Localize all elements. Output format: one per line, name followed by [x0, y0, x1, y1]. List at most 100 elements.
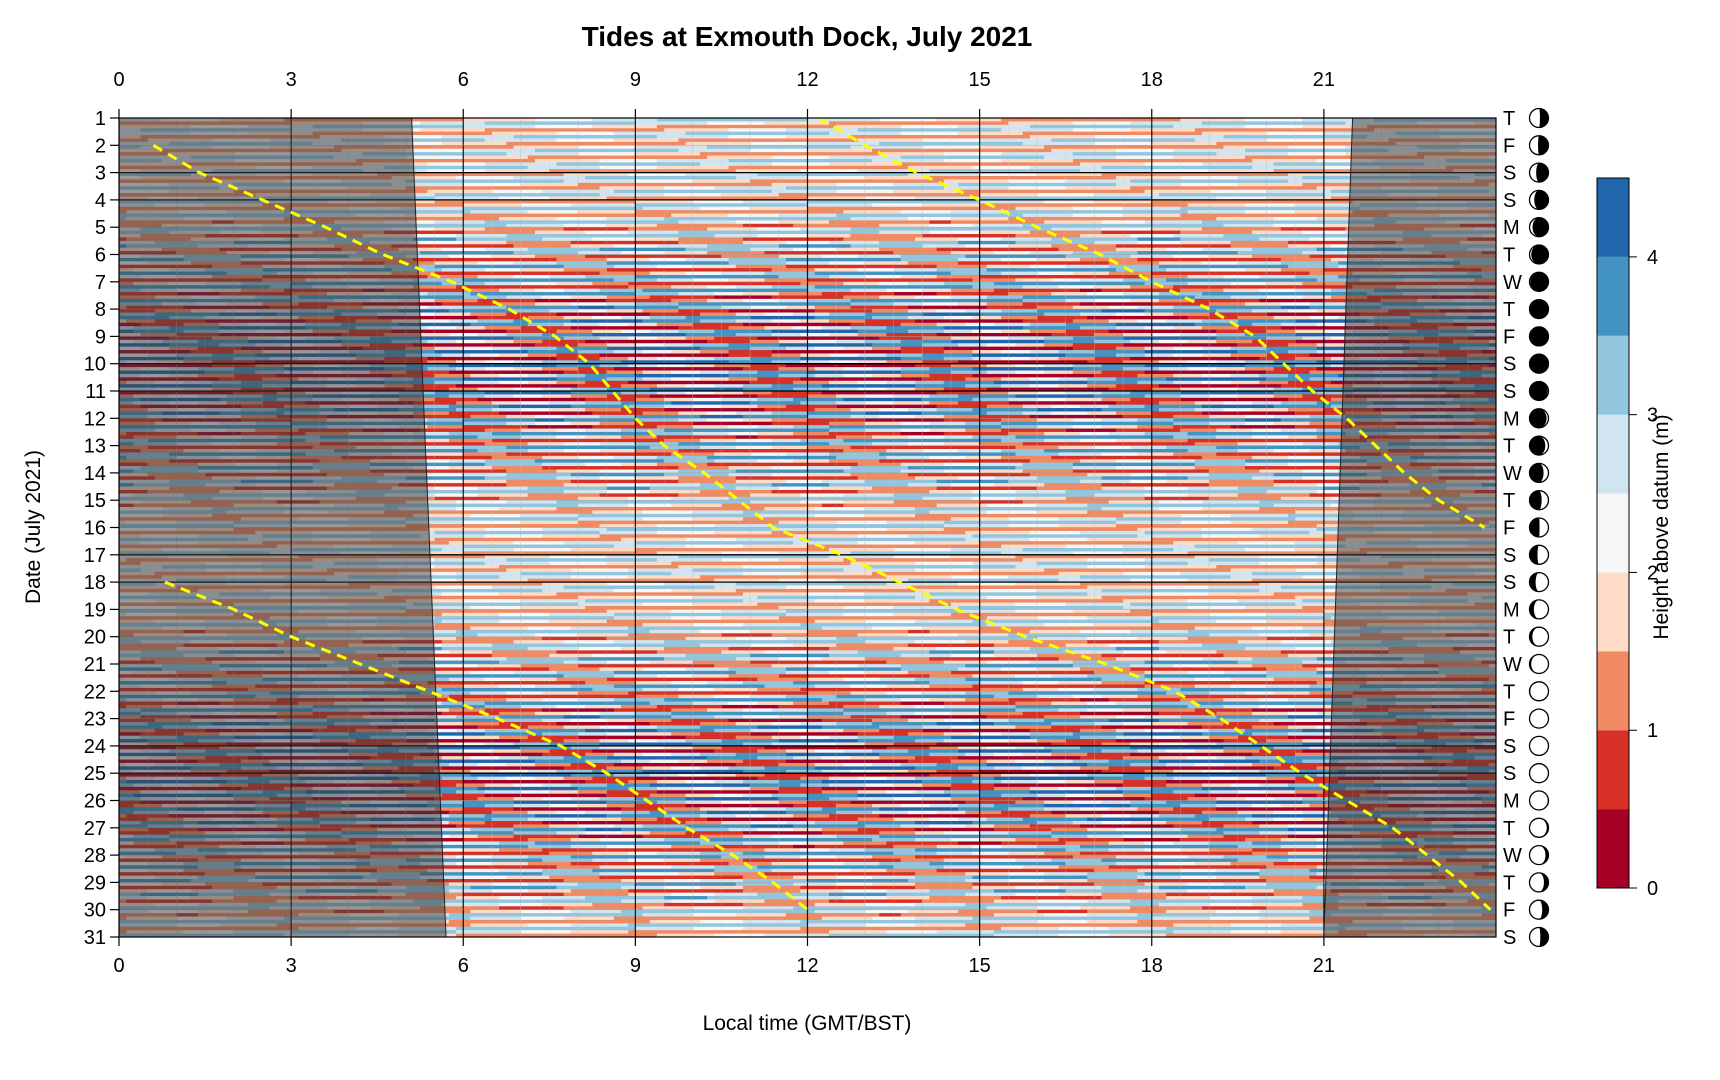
heat-cell — [864, 319, 916, 324]
heat-cell — [1216, 565, 1404, 570]
heat-cell — [1158, 401, 1196, 406]
heat-cell — [699, 766, 730, 771]
heat-cell — [484, 462, 543, 467]
heat-cell — [1022, 547, 1174, 552]
heat-cell — [1008, 691, 1167, 696]
heat-cell — [520, 704, 558, 709]
heat-cell — [642, 510, 694, 515]
heat-cell — [1094, 141, 1153, 146]
heat-cell — [434, 486, 479, 491]
heat-cell — [621, 462, 658, 467]
heat-cell — [642, 766, 672, 771]
heat-cell — [800, 500, 844, 505]
heat-cell — [922, 360, 959, 365]
heat-cell — [814, 373, 844, 378]
heat-cell — [1201, 131, 1268, 136]
heat-cell — [807, 118, 880, 123]
heat-cell — [1230, 373, 1260, 378]
heat-cell — [563, 179, 636, 184]
heat-cell — [915, 776, 952, 781]
heat-cell — [1144, 281, 1189, 286]
heat-cell — [1008, 121, 1074, 126]
heat-cell — [864, 261, 909, 266]
heat-cell — [463, 421, 507, 426]
heat-cell — [699, 722, 737, 727]
heat-cell — [420, 428, 486, 433]
heat-cell — [771, 332, 801, 337]
heat-cell — [1230, 353, 1268, 358]
heat-cell — [1302, 387, 1354, 392]
heat-cell — [1008, 640, 1088, 645]
heat-cell — [943, 469, 981, 474]
heat-cell — [922, 411, 988, 416]
heat-cell — [1029, 472, 1088, 477]
heat-cell — [491, 401, 522, 406]
heat-cell — [1201, 292, 1368, 297]
heat-cell — [1108, 431, 1146, 436]
heat-cell — [656, 363, 687, 368]
heat-cell — [463, 551, 658, 556]
heat-cell — [1044, 199, 1095, 204]
heat-cell — [628, 780, 658, 785]
heat-cell — [750, 247, 794, 252]
heat-cell — [477, 664, 522, 669]
heat-cell — [1173, 326, 1203, 331]
heat-cell — [1187, 599, 1239, 604]
heat-cell — [764, 650, 809, 655]
heat-cell — [728, 496, 923, 501]
heat-cell — [958, 476, 995, 481]
heat-cell — [649, 660, 694, 665]
heat-cell — [1288, 309, 1318, 314]
heat-cell — [606, 677, 758, 682]
heat-cell — [1230, 513, 1289, 518]
heat-cell — [879, 152, 945, 157]
heat-cell — [527, 756, 565, 761]
heat-cell — [778, 274, 830, 279]
heat-cell — [599, 524, 658, 529]
heat-cell — [1187, 315, 1239, 320]
heat-cell — [728, 257, 787, 262]
heat-cell — [1288, 698, 1325, 703]
heat-cell — [405, 213, 464, 218]
heat-cell — [549, 309, 579, 314]
heat-cell — [592, 653, 636, 658]
heat-cell — [1151, 466, 1196, 471]
heat-cell — [814, 820, 859, 825]
heat-cell — [463, 657, 507, 662]
heat-cell — [527, 373, 558, 378]
heat-cell — [1209, 312, 1268, 317]
heat-cell — [1158, 384, 1282, 389]
heat-cell — [778, 797, 830, 802]
heat-cell — [900, 653, 952, 658]
heat-cell — [807, 148, 873, 153]
heat-cell — [491, 817, 529, 822]
heat-cell — [570, 391, 622, 396]
heat-cell — [979, 541, 1174, 546]
heat-cell — [1187, 438, 1368, 443]
heat-cell — [1022, 442, 1196, 447]
heat-cell — [1244, 268, 1282, 273]
heat-cell — [1273, 162, 1425, 167]
heat-cell — [427, 292, 472, 297]
heat-cell — [656, 264, 694, 269]
heat-cell — [1266, 189, 1332, 194]
heat-cell — [699, 489, 773, 494]
heat-cell — [635, 820, 687, 825]
heat-cell — [656, 462, 708, 467]
heat-cell — [656, 455, 708, 460]
heat-cell — [585, 728, 658, 733]
heat-cell — [499, 380, 529, 385]
heat-cell — [1123, 790, 1174, 795]
heat-cell — [879, 728, 923, 733]
heat-cell — [685, 384, 715, 389]
heat-cell — [778, 339, 809, 344]
heat-cell — [1194, 298, 1260, 303]
heat-cell — [807, 176, 866, 181]
heat-cell — [1295, 541, 1368, 546]
heat-cell — [1237, 735, 1289, 740]
heat-cell — [1130, 445, 1167, 450]
heat-cell — [850, 715, 902, 720]
heat-cell — [950, 370, 988, 375]
heat-cell — [405, 370, 450, 375]
heat-cell — [714, 780, 744, 785]
